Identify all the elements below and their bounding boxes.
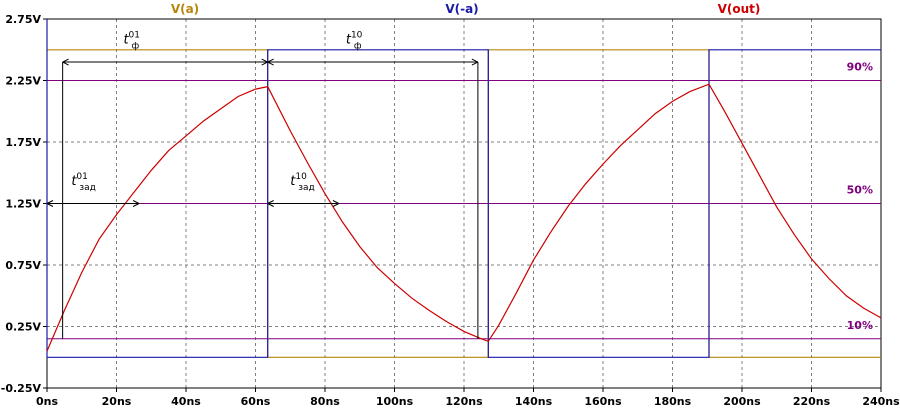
x-tick-label: 80ns [310,395,340,408]
x-tick-label: 220ns [793,395,831,408]
y-tick-label: 0.75V [5,259,41,272]
x-tick-label: 240ns [862,395,900,408]
annotation-label: t01 зад [71,172,96,193]
reference-line-label: 50% [847,184,873,197]
arrow-head [267,200,274,207]
y-tick-label: 2.25V [5,75,41,88]
reference-line-label: 90% [847,61,873,74]
y-tick-label: 1.75V [5,136,41,149]
arrow-head [471,58,479,66]
y-tick-label: 0.25V [5,321,41,334]
y-tick-label: 2.75V [5,13,41,26]
arrow-head [132,200,140,207]
x-tick-label: 140ns [515,395,553,408]
x-tick-label: 0ns [36,395,58,408]
annotation-label: t10 зад [290,172,315,193]
x-tick-label: 100ns [376,395,414,408]
legend-label: V(a) [171,2,199,16]
legend-label: V(-a) [445,2,478,16]
y-tick-label: -0.25V [1,382,42,395]
x-tick-label: 20ns [102,395,132,408]
x-tick-label: 200ns [723,395,761,408]
annotation-label: t01 ф [123,31,140,52]
legend-label: V(out) [718,2,761,16]
annotation-label: t10 ф [346,31,363,52]
arrow-head [62,58,69,66]
x-tick-label: 40ns [171,395,201,408]
x-tick-label: 180ns [654,395,692,408]
arrow-head [332,200,340,207]
x-tick-label: 120ns [445,395,483,408]
series-line [46,83,882,352]
arrow-head [267,58,274,66]
arrow-head [46,200,54,207]
x-tick-label: 60ns [241,395,271,408]
series-line [46,19,881,358]
arrow-head [261,58,268,66]
x-tick-label: 160ns [584,395,622,408]
reference-line-label: 10% [847,319,873,332]
y-tick-label: 1.25V [5,198,41,211]
